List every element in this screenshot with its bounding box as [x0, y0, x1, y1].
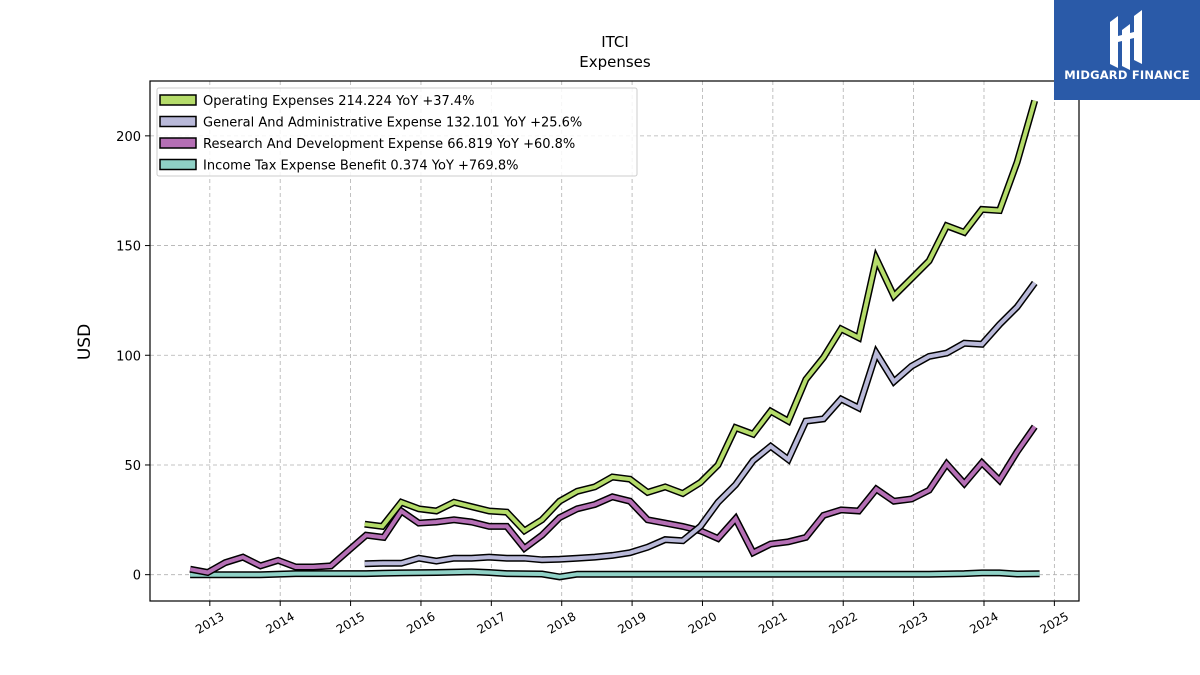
series-line-general-and-administrative-expense: [364, 281, 1037, 566]
plot-frame: [149, 80, 1080, 602]
x-tick-label: 2025: [1038, 609, 1071, 636]
y-tick-label: 100: [116, 349, 141, 364]
x-tick-label: 2013: [193, 609, 226, 636]
x-tick-label: 2024: [967, 609, 1000, 636]
x-tick-label: 2014: [263, 609, 296, 636]
y-tick-label: 50: [124, 459, 141, 474]
x-tick-label: 2016: [404, 609, 437, 636]
midgard-logo-icon: [1110, 10, 1142, 70]
y-axis-label: USD: [75, 324, 95, 360]
y-tick-label: 200: [116, 130, 141, 145]
x-tick-label: 2017: [475, 609, 508, 636]
legend-entry: General And Administrative Expense 132.1…: [203, 116, 582, 131]
brand-logo: MIDGARD FINANCE: [1054, 0, 1200, 100]
legend: Operating Expenses 214.224 YoY +37.4% Gen…: [156, 87, 638, 177]
series-lines: [189, 99, 1040, 581]
legend-entry: Income Tax Expense Benefit 0.374 YoY +76…: [203, 159, 518, 174]
legend-swatch: [159, 158, 197, 171]
chart-title: ITCI: [601, 33, 629, 51]
y-tick-label: 150: [116, 240, 141, 255]
x-tick-label: 2015: [334, 609, 367, 636]
x-tick-label: 2021: [756, 609, 789, 636]
legend-swatch: [159, 137, 197, 149]
legend-entry: Operating Expenses 214.224 YoY +37.4%: [203, 94, 475, 109]
legend-swatch: [159, 115, 197, 128]
series-line-research-and-development-expense: [189, 425, 1037, 575]
series-line-operating-expenses: [364, 100, 1037, 534]
x-tick-label: 2018: [545, 609, 578, 636]
series-line-income-tax-expense-benefit: [190, 569, 1040, 579]
x-tick-label: 2020: [686, 609, 719, 636]
legend-box: [156, 87, 638, 177]
y-tick-label: 0: [133, 569, 141, 584]
x-tick-label: 2022: [827, 609, 860, 636]
logo-text: MIDGARD FINANCE: [1064, 68, 1190, 82]
x-tick-label: 2023: [897, 609, 930, 636]
legend-swatch: [159, 94, 197, 106]
legend-entry: Research And Development Expense 66.819 …: [203, 137, 575, 152]
chart-subtitle: Expenses: [579, 53, 651, 71]
x-tick-label: 2019: [615, 609, 648, 636]
